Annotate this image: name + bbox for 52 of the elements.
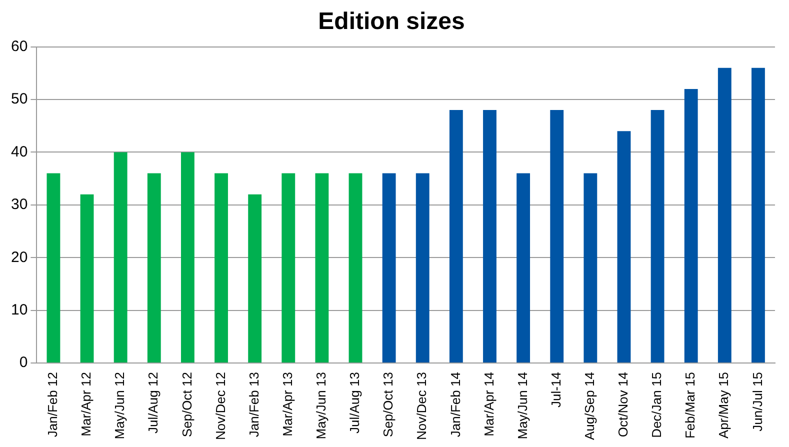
bar	[282, 173, 296, 363]
bar	[248, 194, 262, 363]
chart-title: Edition sizes	[318, 8, 465, 36]
x-tick-label: Sep/Oct 13	[380, 372, 396, 438]
bar	[382, 173, 396, 363]
x-tick-label: May/Jun 14	[514, 372, 530, 440]
x-tick-label: Jan/Feb 14	[448, 372, 463, 438]
bar	[449, 110, 463, 363]
bar	[180, 152, 194, 363]
x-tick-label: Nov/Dec 13	[414, 372, 430, 440]
y-tick-label: 50	[10, 90, 28, 108]
y-tick-label: 20	[10, 248, 28, 266]
x-tick-label: Jul/Aug 12	[146, 372, 161, 434]
y-tick-label: 0	[19, 354, 28, 372]
x-tick-label: Apr/May 15	[716, 372, 732, 439]
y-tick-label: 10	[10, 301, 28, 318]
x-tick-label: Sep/Oct 12	[179, 372, 194, 438]
x-tick-label: Mar/Apr 13	[280, 372, 295, 436]
y-tick-label: 30	[10, 196, 28, 214]
y-tick-label: 40	[10, 143, 28, 160]
x-tick-label: May/Jun 12	[112, 372, 128, 440]
x-tick-label: Jul/Aug 13	[347, 372, 362, 434]
bar	[718, 68, 732, 363]
x-tick-label: Oct/Nov 14	[616, 372, 631, 438]
x-tick-label: Dec/Jan 15	[649, 372, 664, 438]
bar	[46, 173, 60, 363]
bar	[550, 110, 564, 363]
bar	[584, 173, 598, 363]
bar	[650, 110, 664, 363]
bar	[315, 173, 329, 363]
x-tick-label: Jul-14	[548, 372, 564, 408]
bar	[214, 173, 228, 363]
x-tick-label: Jan/Feb 13	[246, 372, 262, 438]
bar	[617, 131, 631, 363]
x-tick-label: Feb/Mar 15	[682, 372, 698, 439]
bar	[348, 173, 362, 363]
x-tick-label: Mar/Apr 14	[481, 372, 496, 436]
x-tick-label: Mar/Apr 12	[78, 372, 94, 436]
bar	[80, 194, 94, 363]
bar	[684, 88, 698, 363]
bar	[483, 110, 496, 363]
x-tick-label: May/Jun 13	[314, 372, 329, 440]
y-tick-label: 60	[10, 38, 28, 55]
x-tick-label: Jun/Jul 15	[750, 372, 765, 432]
x-tick-label: Jan/Feb 12	[45, 372, 60, 438]
bar	[147, 173, 161, 363]
bar	[516, 173, 530, 363]
x-tick-label: Nov/Dec 12	[212, 372, 228, 440]
bar	[752, 68, 765, 363]
x-tick-label: Aug/Sep 14	[582, 372, 597, 440]
bar	[114, 152, 128, 363]
bar	[416, 173, 430, 363]
